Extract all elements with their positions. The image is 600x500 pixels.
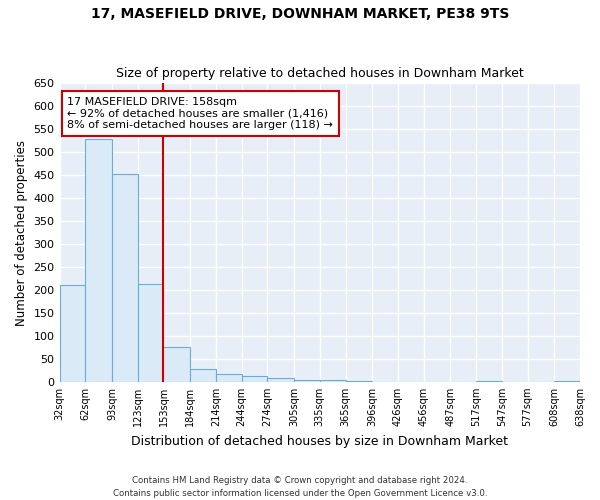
Bar — [294, 380, 320, 382]
Bar — [112, 174, 137, 382]
Bar — [242, 376, 268, 382]
Bar — [137, 284, 163, 382]
Title: Size of property relative to detached houses in Downham Market: Size of property relative to detached ho… — [116, 66, 524, 80]
Bar — [320, 380, 346, 382]
X-axis label: Distribution of detached houses by size in Downham Market: Distribution of detached houses by size … — [131, 434, 508, 448]
Bar — [268, 378, 294, 382]
Text: 17 MASEFIELD DRIVE: 158sqm
← 92% of detached houses are smaller (1,416)
8% of se: 17 MASEFIELD DRIVE: 158sqm ← 92% of deta… — [67, 97, 333, 130]
Bar — [59, 286, 85, 382]
Bar — [85, 138, 112, 382]
Bar — [216, 374, 242, 382]
Text: 17, MASEFIELD DRIVE, DOWNHAM MARKET, PE38 9TS: 17, MASEFIELD DRIVE, DOWNHAM MARKET, PE3… — [91, 8, 509, 22]
Y-axis label: Number of detached properties: Number of detached properties — [15, 140, 28, 326]
Bar — [190, 369, 216, 382]
Text: Contains HM Land Registry data © Crown copyright and database right 2024.
Contai: Contains HM Land Registry data © Crown c… — [113, 476, 487, 498]
Bar — [163, 348, 190, 382]
